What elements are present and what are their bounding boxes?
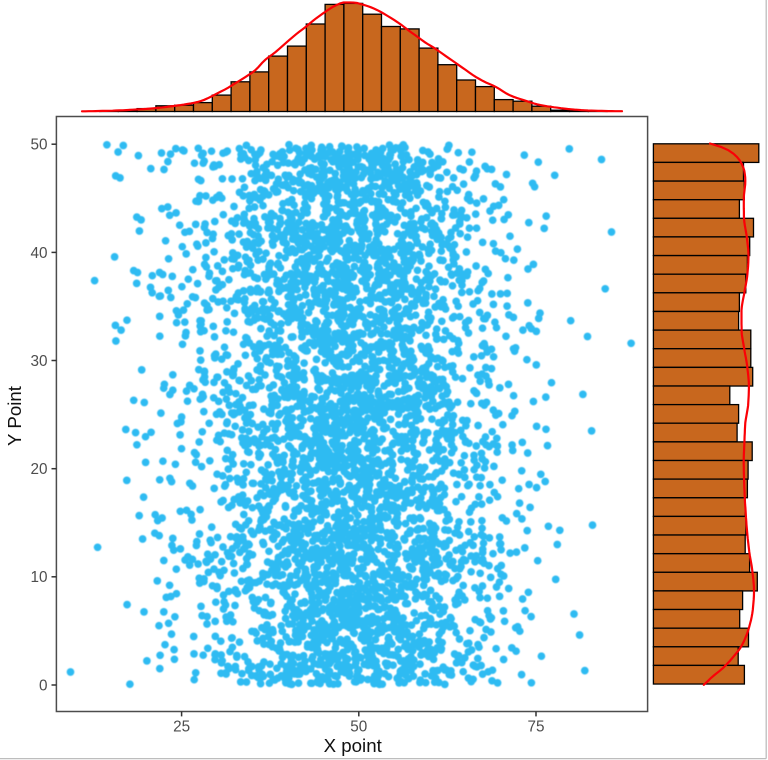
svg-text:40: 40 xyxy=(30,245,47,262)
svg-text:50: 50 xyxy=(30,137,47,154)
svg-text:75: 75 xyxy=(527,718,544,735)
svg-text:10: 10 xyxy=(30,569,47,586)
svg-text:Y Point: Y Point xyxy=(4,385,25,446)
svg-text:0: 0 xyxy=(39,677,48,694)
svg-text:25: 25 xyxy=(173,718,190,735)
svg-text:30: 30 xyxy=(30,353,47,370)
svg-text:50: 50 xyxy=(350,718,367,735)
svg-text:20: 20 xyxy=(30,461,47,478)
svg-text:X point: X point xyxy=(324,735,383,756)
